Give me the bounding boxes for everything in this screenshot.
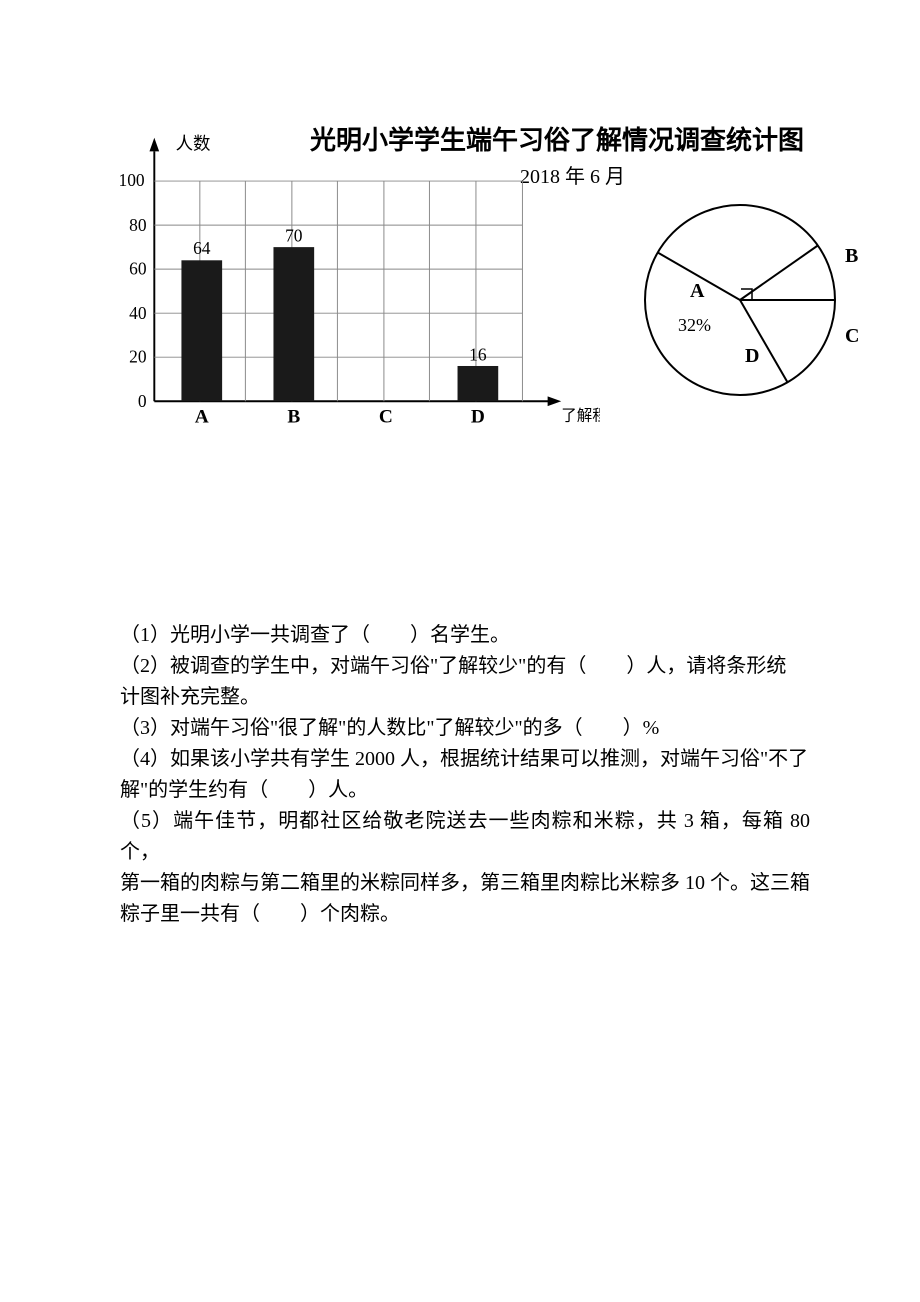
svg-text:40: 40 (129, 303, 147, 323)
bar-a (181, 260, 222, 401)
svg-text:80: 80 (129, 215, 147, 235)
bar-a-label: 64 (193, 238, 211, 258)
pie-label-c: C (845, 325, 859, 348)
question-1: （1）光明小学一共调查了（ ）名学生。 (120, 620, 810, 651)
bar-chart: 人数 (100, 130, 600, 440)
pie-label-d: D (745, 345, 759, 368)
svg-text:B: B (287, 407, 300, 428)
x-ticks: A B C D (195, 407, 485, 428)
y-ticks: 0 20 40 60 80 100 (118, 170, 146, 411)
chart-area: 光明小学学生端午习俗了解情况调查统计图 2018 年 6 月 人数 (110, 130, 860, 450)
question-5a: （5）端午佳节，明都社区给敬老院送去一些肉粽和米粽，共 3 箱，每箱 80 个， (120, 806, 810, 868)
pie-svg (640, 200, 840, 400)
svg-text:100: 100 (118, 170, 144, 190)
bar-d (458, 366, 499, 401)
pie-percent-a: 32% (678, 315, 711, 336)
question-5b: 第一箱的肉粽与第二箱里的米粽同样多，第三箱里肉粽比米粽多 10 个。这三箱 (120, 868, 810, 899)
bar-b (273, 247, 314, 401)
y-arrow (149, 138, 159, 152)
bar-d-label: 16 (469, 345, 487, 365)
question-2b: 计图补充完整。 (120, 682, 810, 713)
x-arrow (548, 396, 562, 406)
x-axis-label: 了解程度 (561, 407, 600, 425)
page: 光明小学学生端午习俗了解情况调查统计图 2018 年 6 月 人数 (0, 0, 920, 1302)
pie-label-a: A (690, 280, 704, 303)
bar-b-label: 70 (285, 225, 303, 245)
svg-text:0: 0 (138, 391, 147, 411)
svg-text:D: D (471, 407, 485, 428)
question-3: （3）对端午习俗"很了解"的人数比"了解较少"的多（ ）% (120, 713, 810, 744)
pie-label-b: B (845, 245, 858, 268)
y-axis-label: 人数 (176, 133, 211, 153)
questions: （1）光明小学一共调查了（ ）名学生。 （2）被调查的学生中，对端午习俗"了解较… (120, 620, 810, 930)
question-5c: 粽子里一共有（ ）个肉粽。 (120, 899, 810, 930)
question-4a: （4）如果该小学共有学生 2000 人，根据统计结果可以推测，对端午习俗"不了 (120, 744, 810, 775)
question-2a: （2）被调查的学生中，对端午习俗"了解较少"的有（ ）人，请将条形统 (120, 651, 810, 682)
svg-text:20: 20 (129, 347, 147, 367)
svg-text:60: 60 (129, 258, 147, 278)
pie-chart: A B C D 32% (640, 200, 840, 400)
question-4b: 解"的学生约有（ ）人。 (120, 775, 810, 806)
svg-text:C: C (379, 407, 393, 428)
svg-text:A: A (195, 407, 209, 428)
